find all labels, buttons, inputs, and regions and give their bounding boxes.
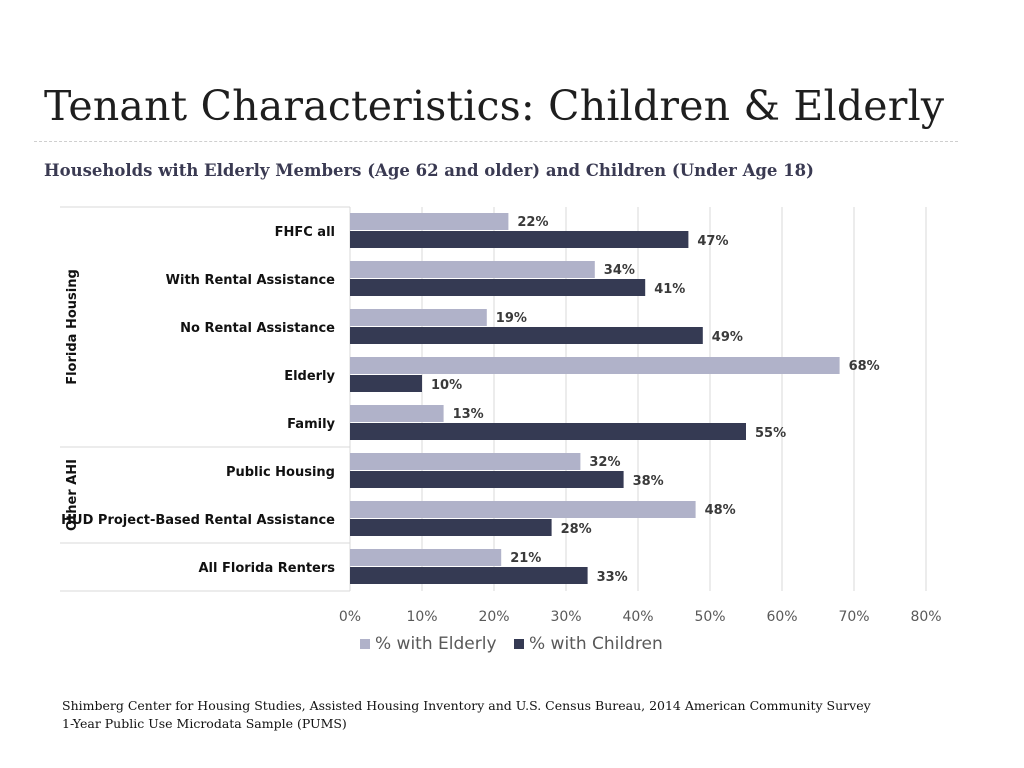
legend-swatch-elderly [360, 639, 370, 649]
bar-elderly [350, 261, 595, 278]
data-label-children: 38% [633, 474, 664, 489]
bar-elderly [350, 309, 487, 326]
bar-children [350, 423, 746, 440]
data-label-children: 10% [431, 378, 462, 393]
data-label-elderly: 21% [510, 551, 541, 566]
x-tick-label: 50% [694, 609, 725, 625]
bar-children [350, 375, 422, 392]
bar-children [350, 327, 703, 344]
group-label: Other AHI [65, 459, 80, 531]
data-label-elderly: 19% [496, 311, 527, 326]
data-label-children: 49% [712, 330, 743, 345]
bar-elderly [350, 453, 581, 470]
data-label-elderly: 32% [589, 455, 620, 470]
data-label-elderly: 68% [849, 359, 880, 374]
title-divider [34, 141, 958, 142]
data-label-elderly: 13% [453, 407, 484, 422]
data-label-elderly: 22% [517, 215, 548, 230]
x-tick-label: 40% [622, 609, 653, 625]
source-note: Shimberg Center for Housing Studies, Ass… [62, 697, 871, 733]
bar-children [350, 231, 689, 248]
bar-elderly [350, 549, 502, 566]
legend-swatch-children [514, 639, 524, 649]
legend-label-children: % with Children [529, 634, 663, 654]
x-tick-label: 10% [406, 609, 437, 625]
x-tick-label: 80% [910, 609, 941, 625]
x-tick-label: 30% [550, 609, 581, 625]
bar-elderly [350, 213, 509, 230]
x-tick-label: 0% [339, 609, 361, 625]
x-tick-label: 70% [838, 609, 869, 625]
bar-elderly [350, 357, 840, 374]
category-label: All Florida Renters [199, 561, 336, 576]
bar-children [350, 279, 646, 296]
category-label: Family [287, 417, 335, 432]
bar-elderly [350, 405, 444, 422]
data-label-elderly: 48% [705, 503, 736, 518]
data-label-children: 28% [561, 522, 592, 537]
bar-children [350, 471, 624, 488]
legend-label-elderly: % with Elderly [375, 634, 497, 654]
bar-children [350, 567, 588, 584]
category-label: With Rental Assistance [166, 273, 336, 288]
group-label: Florida Housing [65, 269, 80, 385]
category-label: Public Housing [226, 465, 335, 480]
data-label-children: 33% [597, 570, 628, 585]
data-label-elderly: 34% [604, 263, 635, 278]
category-label: Elderly [284, 369, 335, 384]
data-label-children: 41% [654, 282, 685, 297]
bar-children [350, 519, 552, 536]
slide-title: Tenant Characteristics: Children & Elder… [44, 82, 945, 130]
data-label-children: 47% [697, 234, 728, 249]
category-label: No Rental Assistance [180, 321, 335, 336]
bar-elderly [350, 501, 696, 518]
category-label: FHFC all [275, 225, 335, 240]
category-label: HUD Project-Based Rental Assistance [61, 513, 335, 528]
chart-subtitle: Households with Elderly Members (Age 62 … [44, 161, 814, 180]
bar-chart: 0% 10% 20% 30% 40% 50% 60% 70% 80% Florida Housin… [60, 206, 942, 654]
x-tick-label: 60% [766, 609, 797, 625]
source-line-2: 1-Year Public Use Microdata Sample (PUMS… [62, 716, 347, 731]
source-line-1: Shimberg Center for Housing Studies, Ass… [62, 698, 871, 713]
data-label-children: 55% [755, 426, 786, 441]
x-tick-label: 20% [478, 609, 509, 625]
